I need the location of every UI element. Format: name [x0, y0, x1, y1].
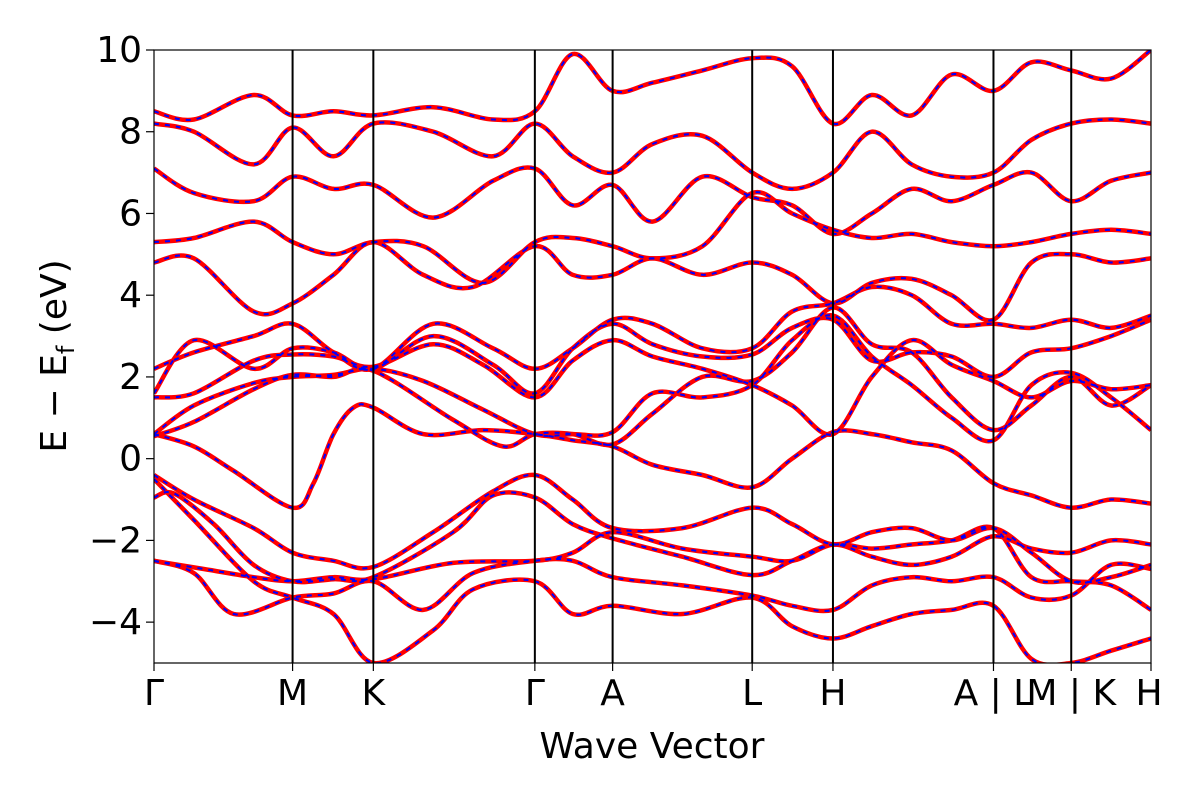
x-tick-label: Γ — [525, 673, 545, 714]
x-tick-label: H — [819, 673, 846, 714]
y-tick-label: 0 — [119, 439, 142, 480]
band-line-blue-1 — [154, 473, 1151, 584]
y-ticks: −4 −2 0 2 4 6 8 10 — [89, 30, 154, 643]
band-line-blue-11 — [154, 241, 1151, 322]
y-tick-label: 4 — [119, 275, 142, 316]
band-line-red-11 — [154, 239, 1151, 323]
y-axis-label-main: E − E — [34, 354, 75, 453]
k-point-lines — [291, 50, 1073, 663]
band-line-blue-3 — [154, 558, 1151, 616]
band-line-blue-4 — [154, 478, 1151, 663]
y-axis-label: E − Ef (eV) — [34, 259, 80, 452]
band-line-blue-2 — [154, 525, 1151, 611]
band-line-blue-5 — [154, 403, 1151, 509]
x-tick-label: Γ — [144, 673, 164, 714]
band-line-blue-12 — [154, 191, 1151, 284]
bands-layer — [154, 50, 1151, 663]
x-ticks: Γ M K Γ A L H A | LM | K H — [144, 663, 1163, 714]
y-tick-label: 6 — [119, 193, 142, 234]
x-tick-label: K — [362, 673, 387, 714]
band-line-red-3 — [154, 556, 1151, 617]
band-line-blue-9 — [154, 316, 1151, 395]
band-line-blue-0 — [154, 491, 1151, 584]
x-tick-label: A | L — [954, 673, 1034, 714]
band-line-blue-7 — [154, 306, 1151, 448]
band-line-blue-15 — [154, 50, 1151, 125]
x-tick-label: H — [1135, 673, 1162, 714]
band-line-blue-13 — [154, 166, 1151, 235]
band-line-red-5 — [154, 402, 1151, 511]
y-tick-label: −4 — [89, 602, 142, 643]
plot-frame — [153, 49, 1152, 664]
x-tick-label: M | K — [1026, 673, 1117, 714]
band-line-red-6 — [154, 313, 1151, 444]
y-axis-label-sub: f — [52, 345, 80, 354]
x-tick-label: A — [600, 673, 625, 714]
band-line-red-8 — [154, 337, 1151, 437]
x-tick-label: L — [742, 673, 762, 714]
y-axis-label-unit: (eV) — [34, 259, 75, 345]
x-axis-label: Wave Vector — [540, 726, 765, 767]
y-tick-label: 8 — [119, 112, 142, 153]
y-tick-label: 2 — [119, 357, 142, 398]
band-line-red-12 — [154, 189, 1151, 286]
y-tick-label: 10 — [96, 30, 142, 71]
x-tick-label: M — [277, 673, 308, 714]
y-tick-label: −2 — [89, 520, 142, 561]
band-line-red-1 — [154, 472, 1151, 586]
band-line-blue-6 — [154, 314, 1151, 443]
